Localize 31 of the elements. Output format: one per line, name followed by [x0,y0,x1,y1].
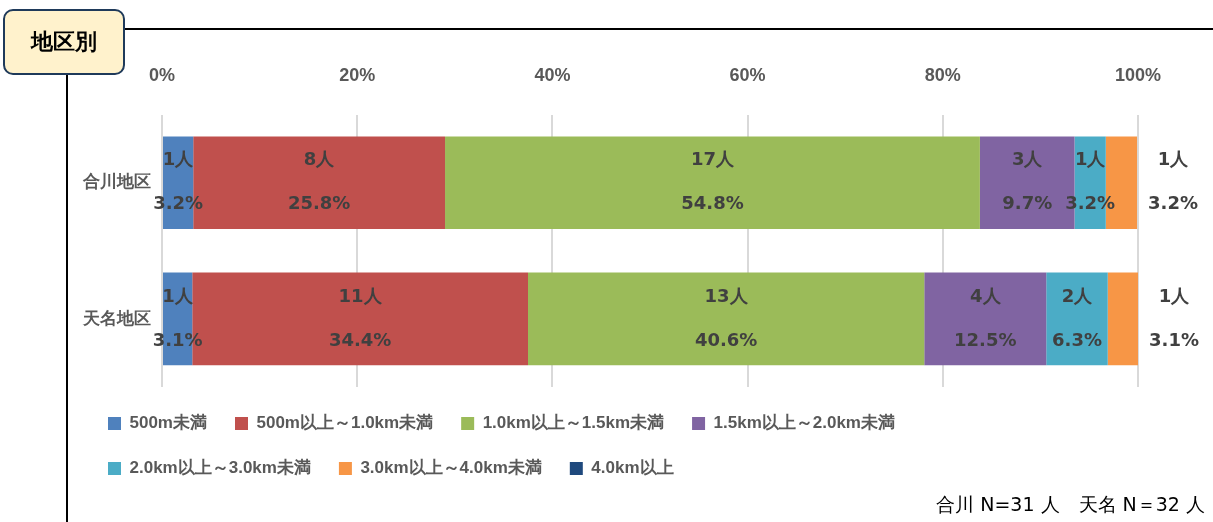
text: 1人 3.1% [1149,284,1199,350]
text: 3人 9.7% [1002,148,1053,214]
bar [1107,272,1138,366]
y-tick-label: 天名地区 [82,308,151,328]
legend-label: 500m未満 [129,413,207,433]
text: 11人 34.4% [328,284,392,350]
x-tick-label: 40% [534,64,571,85]
bar [924,272,1047,366]
x-tick-label: 0% [148,64,176,85]
text: 13人 40.6% [694,284,758,350]
x-tick-label: 20% [339,64,376,85]
legend-label: 1.5km以上～2.0km未満 [713,413,895,433]
x-tick-label: 100% [1114,64,1162,85]
legend-label: 3.0km以上～4.0km未満 [360,458,542,478]
bar [528,272,925,366]
bar [445,136,980,230]
legend-label: 500m以上～1.0km未満 [256,413,434,433]
text: 2人 6.3% [1052,284,1102,350]
x-tick-label: 60% [729,64,766,85]
x-tick-label: 80% [924,64,961,85]
bar [1046,272,1108,366]
y-tick-label: 合川地区 [82,172,151,192]
text: 17人 54.8% [681,148,744,214]
text: 4人 12.5% [954,284,1017,350]
legend-label: 2.0km以上～3.0km未満 [129,458,311,478]
chart-title: 地区別 [3,9,125,75]
text: 合川 N=31 人 天名 N＝32 人 [936,492,1205,517]
legend-label: 1.0km以上～1.5km未満 [482,413,665,433]
text: 1人 3.2% [1148,148,1198,214]
legend-label: 4.0km以上 [591,458,674,478]
text: 8人 25.8% [287,148,351,214]
